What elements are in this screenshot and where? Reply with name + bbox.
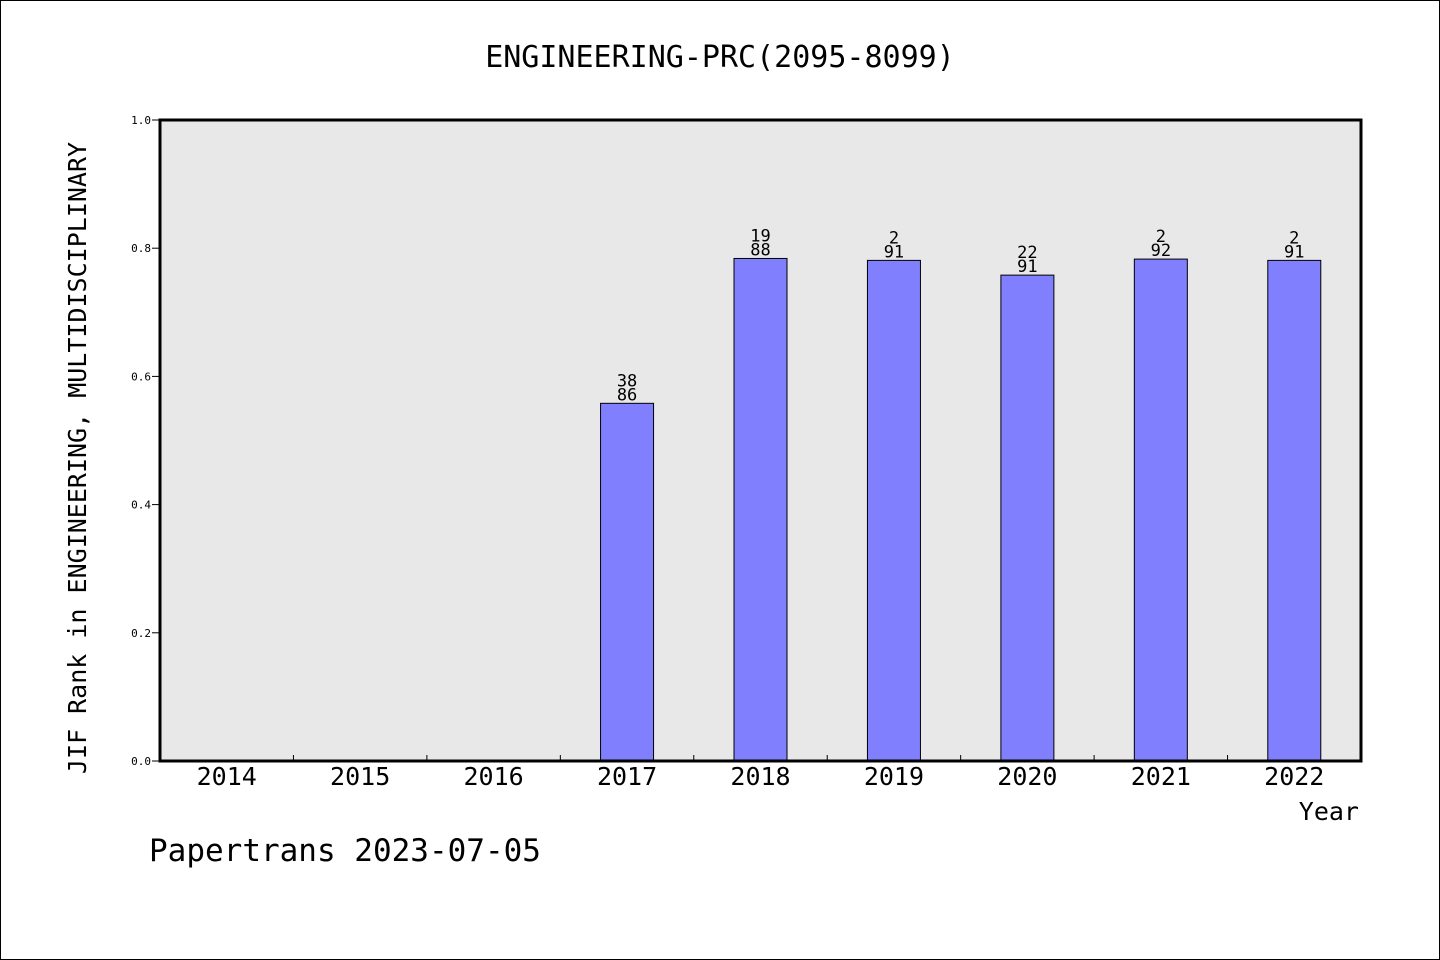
x-tick-label-2020: 2020	[997, 762, 1057, 791]
bar-label-total-2022: 91	[1284, 242, 1304, 262]
bar-label-rank-2018: 19	[750, 226, 770, 246]
bars-group	[600, 257, 1322, 762]
chart-title: ENGINEERING-PRC(2095-8099)	[485, 40, 955, 75]
bar-label-total-2020: 91	[1017, 257, 1037, 277]
bar-label-rank-2021: 2	[1156, 227, 1166, 247]
bar-2020	[1000, 274, 1055, 762]
y-tick-label: 0.8	[131, 242, 151, 255]
y-tick-label: 0.0	[131, 755, 151, 768]
bar-label-rank-2017: 38	[617, 371, 637, 391]
plot-border	[158, 118, 1363, 763]
x-axis-label: Year	[1299, 797, 1359, 826]
y-axis-label: JIF Rank in ENGINEERING, MULTIDISCIPLINA…	[63, 142, 92, 774]
x-axis-ticks: 2014 2015 2016 2017 2018 2019 2020 2021 2022	[197, 755, 1324, 791]
x-tick-label-2017: 2017	[597, 762, 657, 791]
bar-2018	[733, 257, 788, 762]
bar-label-total-2021: 92	[1151, 241, 1171, 261]
x-tick-label-2022: 2022	[1264, 762, 1324, 791]
bar-label-total-2018: 88	[750, 240, 770, 260]
footer-note: Papertrans 2023-07-05	[149, 833, 541, 869]
bar-2019	[866, 259, 921, 762]
bar-label-rank-2022: 2	[1289, 228, 1299, 248]
x-tick-label-2019: 2019	[864, 762, 924, 791]
x-tick-label-2016: 2016	[464, 762, 524, 791]
bar-2017	[600, 402, 655, 762]
bar-2021	[1133, 258, 1188, 762]
x-tick-label-2015: 2015	[330, 762, 390, 791]
y-tick-label: 1.0	[131, 114, 151, 127]
x-tick-label-2014: 2014	[197, 762, 257, 791]
bar-label-rank-2020: 22	[1017, 243, 1037, 263]
bar-2022	[1267, 259, 1322, 762]
y-axis-ticks: 0.0 0.2 0.4 0.6 0.8 1.0	[131, 114, 160, 768]
x-tick-label-2021: 2021	[1131, 762, 1191, 791]
x-tick-label-2018: 2018	[730, 762, 790, 791]
bar-label-total-2017: 86	[617, 385, 637, 405]
y-tick-label: 0.2	[131, 627, 151, 640]
y-tick-label: 0.6	[131, 370, 151, 383]
bar-label-rank-2019: 2	[889, 228, 899, 248]
y-tick-label: 0.4	[131, 499, 151, 512]
bar-label-total-2019: 91	[884, 242, 904, 262]
